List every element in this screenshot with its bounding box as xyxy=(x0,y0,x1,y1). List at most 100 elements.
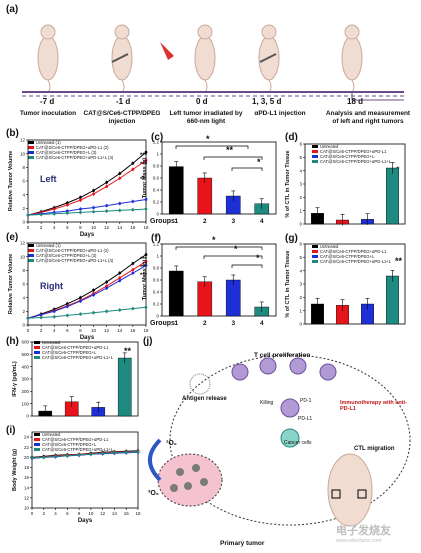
x-tick-label-b-7: 14 xyxy=(117,225,123,230)
x-tick-label-e-9: 18 xyxy=(143,328,149,333)
y-tick-label-f-2: 0.4 xyxy=(153,290,160,295)
y-axis-label-c: Tumor Mass (g) xyxy=(142,158,148,199)
series-line-b-2 xyxy=(27,198,147,216)
y-tick-label-i-5: 20 xyxy=(24,455,30,460)
x-axis-label-b: Days xyxy=(80,232,95,238)
star-b-2: *** xyxy=(140,162,148,168)
category-label-f-3: 4 xyxy=(260,320,264,327)
y-tick-label-h-6: 600 xyxy=(21,340,29,345)
mouse-head-icon-0 xyxy=(40,24,56,40)
legend-d-2: CAT@S/Ce6-CTPP/DPEG+αPD-L1 xyxy=(320,149,387,154)
data-point-b-1-2 xyxy=(52,207,56,211)
legend-b: Untreated (1) CAT@S/Ce6-CTPP/DPEG+αPD-L1… xyxy=(28,140,113,160)
data-point-b-3-6 xyxy=(105,209,109,213)
data-point-e-0-8 xyxy=(131,262,135,265)
y-tick-label-d-3: 3 xyxy=(299,182,302,187)
sig-c-1: * xyxy=(206,134,210,144)
cycle-circle xyxy=(169,354,411,526)
y-axis-label-d: % of CTL in Tumor Tissue xyxy=(285,150,291,217)
y-tick-label-h-1: 100 xyxy=(21,401,29,406)
y-tick-label-f-6: 1.2 xyxy=(153,242,160,247)
y-tick-label-g-4: 4 xyxy=(299,268,302,273)
panel-letter-f: (f) xyxy=(151,233,161,244)
y-tick-label-e-1: 2 xyxy=(22,309,25,314)
sig-bracket-c-2 xyxy=(203,156,263,160)
data-point-b-3-4 xyxy=(79,211,82,214)
x-tick-label-b-0: 0 xyxy=(27,225,30,230)
arrow-icon xyxy=(148,438,162,482)
y-tick-label-g-1: 1 xyxy=(299,308,302,313)
legend-g: Untreated CAT@S/Ce6-CTPP/DPEG+αPD-L1 CAT… xyxy=(312,244,391,264)
sig-c-3: * xyxy=(257,157,261,167)
y-axis-label-f: Tumor Mass (g) xyxy=(142,260,148,301)
data-point-e-0-9 xyxy=(144,253,148,257)
day-label-3: 1, 3, 5 d xyxy=(252,97,282,106)
x-tick-label-i-3: 6 xyxy=(66,511,69,516)
panel-letter-a: (a) xyxy=(6,4,19,15)
data-point-i-3-0 xyxy=(30,456,34,460)
data-point-b-3-9 xyxy=(144,207,148,211)
legend-d-3: CAT@S/Ce6-CTPP/DPEG+L xyxy=(320,154,375,159)
series-line-b-1 xyxy=(27,160,147,216)
syringe-icon xyxy=(259,53,277,63)
y-tick-label-f-3: 0.6 xyxy=(153,278,160,283)
star-h: ** xyxy=(124,346,132,356)
y-tick-label-f-5: 1 xyxy=(156,254,159,259)
y-tick-label-f-0: 0 xyxy=(156,314,159,319)
x-tick-label-e-3: 6 xyxy=(66,328,69,333)
data-point-e-2-9 xyxy=(144,264,148,267)
x-tick-label-b-2: 4 xyxy=(53,225,56,230)
bar-f-2 xyxy=(225,279,241,317)
legend-g-4: CAT@S/Ce6-CTPP/DPEG+αPD-L1+L xyxy=(320,259,392,264)
panel-letter-e: (e) xyxy=(6,232,19,243)
data-point-b-3-0 xyxy=(26,213,30,217)
star-e-1: *** xyxy=(140,257,148,263)
panel-letter-i: (i) xyxy=(6,425,16,436)
y-tick-label-g-2: 2 xyxy=(299,295,302,300)
sig-f-3: * xyxy=(256,253,260,263)
sig-bracket-f-1 xyxy=(175,246,263,250)
sig-bracket-f-2 xyxy=(203,255,263,259)
data-point-b-0-8 xyxy=(131,161,135,165)
mouse-head-icon-2 xyxy=(197,24,213,40)
category-label-c-1: 2 xyxy=(203,218,207,225)
panel-letter-g: (g) xyxy=(285,233,298,244)
x-axis-label-e: Days xyxy=(80,335,95,341)
x-tick-label-i-1: 2 xyxy=(43,511,46,516)
legend-d-1: Untreated xyxy=(320,144,339,149)
bar-d-3 xyxy=(386,167,399,225)
day-label-1: -1 d xyxy=(116,97,131,106)
y-tick-label-c-5: 1 xyxy=(156,152,159,157)
y-tick-label-i-1: 12 xyxy=(24,495,30,500)
y-tick-label-b-4: 8 xyxy=(22,165,25,170)
data-point-b-2-5 xyxy=(92,206,95,210)
bar-h-3 xyxy=(117,357,132,417)
y-axis-label-e: Relative Tumor Volume xyxy=(8,254,14,314)
legend-b-2: CAT@S/Ce6-CTPP/DPEG+αPD-L1 (2) xyxy=(36,145,109,150)
left-side-label: Left xyxy=(40,174,57,184)
x-tick-label-e-8: 16 xyxy=(130,328,136,333)
data-point-e-0-6 xyxy=(105,280,109,284)
data-point-e-1-6 xyxy=(105,284,109,288)
x-tick-label-i-5: 10 xyxy=(88,511,94,516)
watermark-url: www.elecfans.com xyxy=(336,538,382,544)
x-tick-label-i-8: 16 xyxy=(124,511,130,516)
label-antigen: Antigen release xyxy=(182,396,227,402)
antigen-debris-icon xyxy=(189,373,211,395)
data-point-b-3-1 xyxy=(39,213,43,216)
data-point-i-3-4 xyxy=(77,453,81,457)
data-point-b-2-8 xyxy=(131,200,135,203)
data-point-e-2-4 xyxy=(79,299,82,303)
y-tick-label-e-0: 0 xyxy=(22,323,25,328)
x-tick-label-b-5: 10 xyxy=(91,225,97,230)
x-tick-label-e-6: 12 xyxy=(104,328,110,333)
mouse-head-icon-1 xyxy=(114,24,130,40)
data-point-i-3-5 xyxy=(89,452,93,456)
nanoparticle-icons xyxy=(170,464,208,492)
event-label-0: Tumor inoculation xyxy=(19,110,77,117)
t-cell-icon xyxy=(280,398,300,418)
stars-b: *** *** ** xyxy=(140,152,147,185)
series-line-e-0 xyxy=(27,254,147,319)
y-tick-label-h-3: 300 xyxy=(21,377,29,382)
y-tick-label-d-4: 4 xyxy=(299,168,302,173)
